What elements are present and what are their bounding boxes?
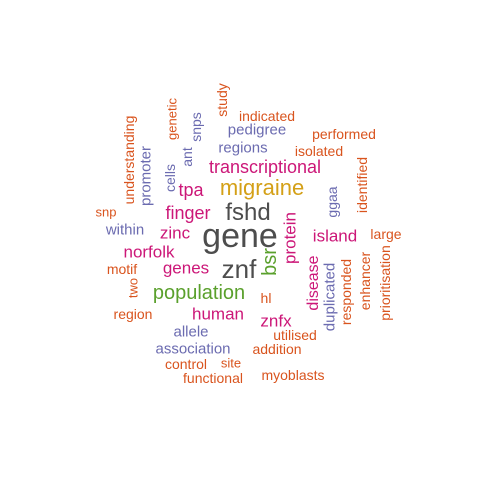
word-addition: addition (252, 341, 302, 357)
word-norfolk: norfolk (123, 242, 175, 262)
word-tpa: tpa (178, 180, 204, 200)
word-protein: protein (280, 212, 300, 264)
word-znfx: znfx (260, 311, 292, 331)
word-bsr: bsr (259, 248, 281, 276)
word-finger: finger (165, 203, 211, 223)
word-island: island (312, 226, 358, 246)
word-migraine: migraine (219, 175, 305, 200)
word-population: population (152, 282, 246, 304)
word-ant: ant (179, 147, 195, 167)
word-genes: genes (162, 258, 210, 278)
word-within: within (105, 221, 145, 239)
word-indicated: indicated (238, 108, 296, 124)
word-allele: allele (173, 323, 209, 341)
word-functional: functional (183, 370, 243, 386)
word-znf: znf (221, 254, 257, 284)
word-pedigree: pedigree (227, 121, 287, 139)
word-fshd: fshd (225, 199, 271, 226)
word-responded: responded (338, 258, 354, 326)
word-study: study (214, 83, 230, 117)
word-utilised: utilised (273, 327, 317, 343)
word-snp: snp (95, 204, 117, 220)
word-site: site (220, 355, 242, 371)
word-large: large (370, 226, 402, 242)
word-duplicated: duplicated (321, 262, 339, 332)
word-disease: disease (305, 255, 322, 311)
word-genetic: genetic (164, 98, 180, 140)
word-motif: motif (106, 261, 138, 277)
word-isolated: isolated (294, 143, 344, 159)
word-gene: gene (202, 217, 278, 255)
word-region: region (113, 306, 153, 322)
word-enhancer: enhancer (357, 251, 373, 311)
word-cells: cells (162, 163, 178, 193)
word-identified: identified (354, 156, 370, 214)
word-performed: performed (312, 126, 376, 142)
word-understanding: understanding (121, 115, 137, 205)
word-two: two (125, 277, 141, 299)
word-hl: hl (260, 290, 272, 306)
word-association: association (155, 340, 231, 358)
word-regions: regions (218, 139, 268, 157)
word-promoter: promoter (137, 145, 155, 207)
word-transcriptional: transcriptional (208, 157, 322, 177)
word-control: control (164, 356, 208, 372)
word-ggaa: ggaa (324, 186, 340, 218)
word-zinc: zinc (159, 223, 191, 243)
word-human: human (192, 304, 244, 324)
word-myoblasts: myoblasts (261, 367, 325, 383)
word-snps: snps (188, 112, 204, 142)
word-prioritisation: prioritisation (377, 245, 393, 321)
